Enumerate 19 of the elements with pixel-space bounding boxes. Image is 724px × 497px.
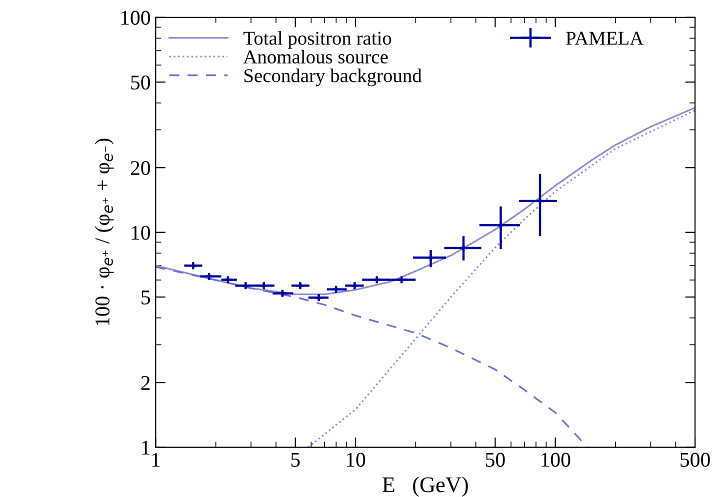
x-tick-label: 500	[680, 452, 710, 467]
y-tick-label: 50	[131, 75, 150, 90]
y-tick-label: 5	[142, 290, 150, 304]
y-tick-label: 2	[141, 376, 150, 390]
x-axis-title: E (GeV)	[382, 476, 468, 497]
x-tick-label: 5	[291, 452, 300, 467]
x-tick-label: 50	[486, 452, 505, 467]
legend-label: Total positron ratio	[244, 31, 392, 49]
legend-label: PAMELA	[566, 32, 644, 45]
y-tick-label: 100	[121, 10, 150, 25]
y-tick-label: 10	[132, 226, 150, 240]
y-tick-label: 20	[130, 161, 150, 176]
legend-label: Secondary background	[244, 68, 422, 86]
y-axis-title: 100 · φ$_{e⁺}$ / (φ$_{e⁺}$ + φ$_{e⁻}$)	[94, 138, 114, 326]
y-tick-label: 1	[142, 440, 150, 455]
x-tick-label: 100	[542, 452, 570, 467]
x-tick-label: 10	[346, 452, 366, 467]
x-tick-label: 1	[152, 452, 160, 467]
legend-label: Anomalous source	[243, 50, 388, 64]
